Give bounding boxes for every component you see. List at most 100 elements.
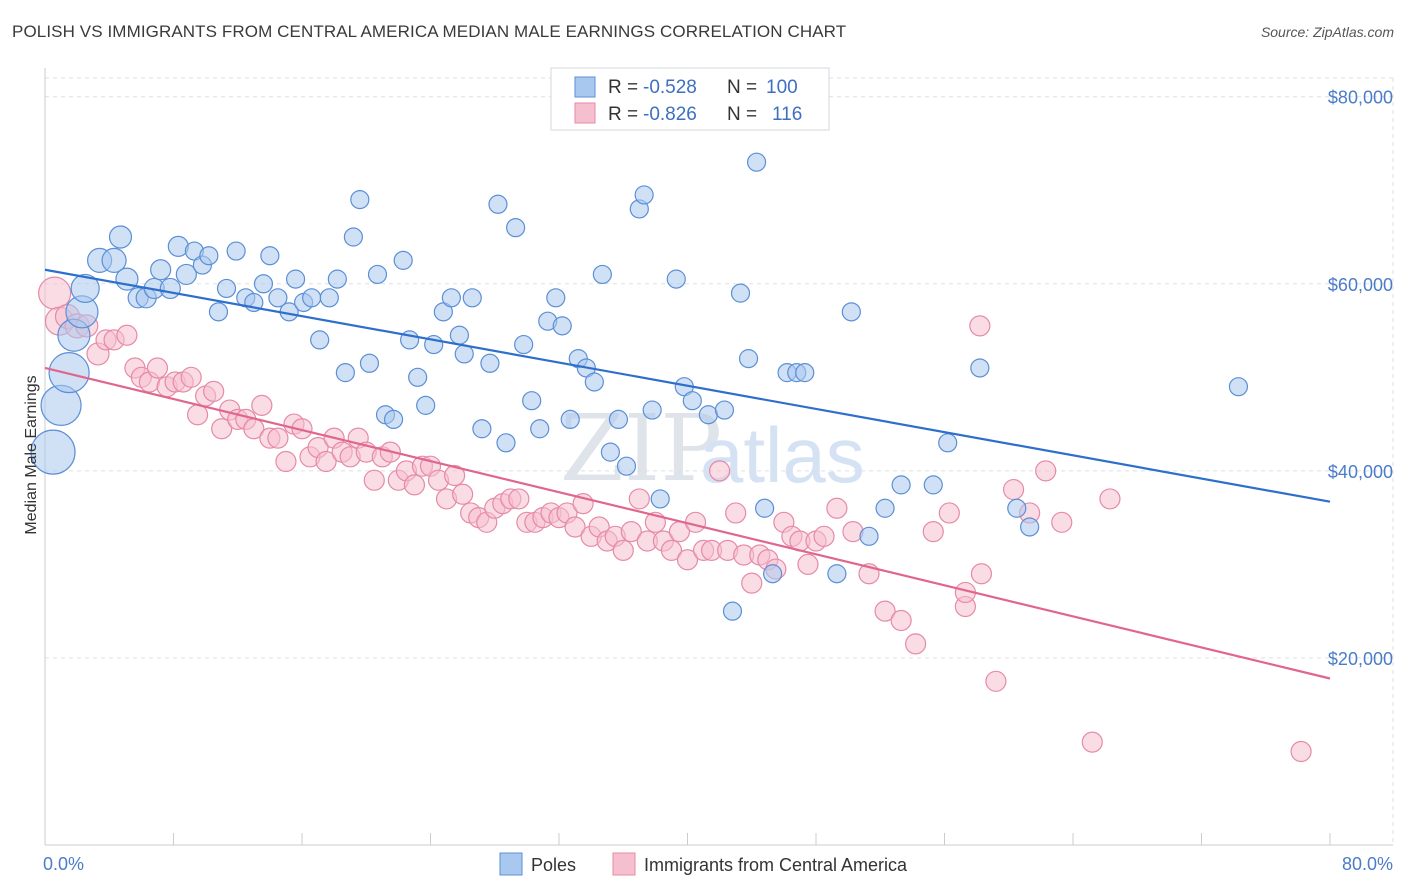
watermark-zip: ZIP bbox=[560, 395, 722, 502]
poles-point-22 bbox=[226, 241, 246, 261]
bottom-legend-label-central-america: Immigrants from Central America bbox=[644, 855, 908, 875]
poles-point-89 bbox=[827, 564, 847, 584]
poles-point-53 bbox=[480, 353, 500, 373]
legend-n-label-central-america: N = bbox=[727, 104, 757, 125]
poles-point-54 bbox=[488, 194, 508, 214]
poles-point-85 bbox=[763, 564, 783, 584]
poles-point-26 bbox=[260, 246, 280, 266]
bottom-legend-label-poles: Poles bbox=[531, 855, 576, 875]
central-america-point-112 bbox=[1099, 488, 1121, 510]
central-america-point-17 bbox=[186, 404, 209, 426]
poles-point-82 bbox=[738, 349, 759, 369]
central-america-point-76 bbox=[660, 539, 683, 561]
central-america-point-28 bbox=[275, 450, 297, 473]
poles-point-66 bbox=[584, 372, 604, 392]
correlation-legend: R = -0.528 N = 100 R = -0.826 N = 116 bbox=[550, 67, 830, 131]
x-tick-label-max: 80.0% bbox=[1342, 854, 1393, 874]
central-america-point-100 bbox=[890, 609, 912, 632]
poles-point-20 bbox=[208, 302, 229, 322]
central-america-point-111 bbox=[1081, 731, 1103, 753]
poles-point-79 bbox=[714, 400, 735, 420]
central-america-point-39 bbox=[363, 469, 385, 491]
series-legend: Poles Immigrants from Central America bbox=[499, 852, 908, 876]
central-america-point-19 bbox=[203, 380, 225, 402]
central-america-point-106 bbox=[985, 670, 1007, 692]
central-america-point-72 bbox=[628, 488, 650, 510]
central-america-point-99 bbox=[874, 600, 896, 622]
series-poles-points bbox=[30, 152, 1249, 621]
poles-point-97 bbox=[1020, 517, 1040, 537]
poles-point-57 bbox=[514, 334, 534, 355]
central-america-point-84 bbox=[725, 502, 747, 524]
watermark-atlas: atlas bbox=[700, 411, 865, 499]
poles-point-99 bbox=[1007, 498, 1027, 518]
poles-point-61 bbox=[546, 288, 566, 308]
poles-point-96 bbox=[970, 358, 990, 378]
poles-point-51 bbox=[462, 288, 482, 308]
central-america-point-103 bbox=[938, 502, 960, 524]
poles-point-92 bbox=[875, 498, 895, 518]
series-central-america-points bbox=[38, 276, 1312, 763]
poles-point-59 bbox=[530, 419, 550, 439]
central-america-point-101 bbox=[904, 633, 927, 655]
poles-point-34 bbox=[327, 269, 347, 289]
poles-point-93 bbox=[891, 475, 911, 495]
poles-point-19 bbox=[199, 246, 219, 266]
bottom-legend-swatch-poles bbox=[499, 852, 523, 876]
poles-point-0 bbox=[30, 429, 76, 475]
poles-point-83 bbox=[746, 152, 767, 172]
poles-point-88 bbox=[795, 363, 815, 383]
poles-point-2 bbox=[48, 352, 90, 394]
legend-box bbox=[550, 67, 830, 131]
legend-swatch-poles bbox=[574, 76, 596, 98]
poles-point-13 bbox=[150, 259, 172, 281]
poles-point-81 bbox=[730, 283, 751, 303]
poles-point-44 bbox=[408, 367, 428, 387]
y-tick-label-2: $60,000 bbox=[1328, 275, 1393, 295]
poles-point-48 bbox=[441, 288, 461, 308]
y-tick-labels: $20,000 $40,000 $60,000 $80,000 bbox=[1328, 88, 1393, 669]
central-america-point-93 bbox=[797, 553, 819, 575]
central-america-point-50 bbox=[452, 483, 474, 505]
y-axis-label: Median Male Earnings bbox=[23, 375, 40, 534]
poles-point-55 bbox=[496, 433, 516, 453]
poles-point-58 bbox=[522, 391, 542, 411]
legend-n-value-central-america: 116 bbox=[772, 104, 802, 125]
source-label: Source: ZipAtlas.com bbox=[1260, 24, 1394, 40]
poles-point-77 bbox=[682, 391, 702, 411]
poles-point-98 bbox=[1228, 377, 1249, 397]
poles-point-95 bbox=[938, 433, 958, 453]
poles-point-7 bbox=[101, 247, 127, 273]
poles-point-80 bbox=[722, 601, 743, 621]
legend-r-value-poles: -0.528 bbox=[643, 77, 697, 98]
central-america-point-12 bbox=[146, 357, 169, 379]
poles-point-45 bbox=[416, 395, 436, 415]
poles-point-78 bbox=[698, 405, 718, 425]
poles-point-5 bbox=[70, 273, 100, 304]
bottom-legend-swatch-central-america bbox=[612, 852, 636, 876]
legend-n-value-poles: 100 bbox=[766, 77, 798, 98]
central-america-point-25 bbox=[251, 394, 273, 416]
central-america-point-16 bbox=[180, 366, 202, 388]
central-america-point-49 bbox=[443, 464, 466, 487]
poles-point-32 bbox=[310, 330, 330, 350]
poles-point-73 bbox=[642, 400, 662, 420]
poles-point-39 bbox=[367, 264, 388, 285]
poles-point-16 bbox=[175, 263, 197, 286]
poles-point-49 bbox=[449, 325, 470, 345]
poles-trend-line bbox=[44, 268, 1331, 503]
poles-point-91 bbox=[859, 526, 879, 546]
poles-point-29 bbox=[285, 269, 306, 289]
y-tick-label-1: $40,000 bbox=[1328, 462, 1393, 482]
central-america-trend-line bbox=[44, 366, 1331, 680]
central-america-point-71 bbox=[620, 521, 642, 543]
central-america-point-96 bbox=[826, 497, 848, 519]
poles-point-62 bbox=[552, 316, 572, 336]
poles-point-67 bbox=[592, 264, 612, 285]
poles-point-72 bbox=[634, 185, 654, 205]
central-america-point-113 bbox=[1290, 740, 1312, 763]
central-america-point-79 bbox=[684, 511, 707, 533]
poles-point-69 bbox=[608, 409, 629, 430]
poles-point-31 bbox=[302, 288, 322, 308]
